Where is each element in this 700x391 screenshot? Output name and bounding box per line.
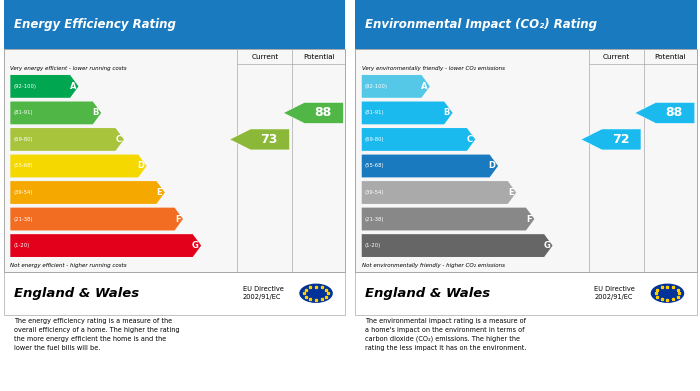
Text: (69-80): (69-80) — [365, 137, 384, 142]
Text: (21-38): (21-38) — [13, 217, 33, 222]
Bar — [4, 49, 345, 272]
Text: 72: 72 — [612, 133, 629, 146]
Polygon shape — [362, 154, 498, 178]
Text: E: E — [157, 188, 162, 197]
Text: Potential: Potential — [654, 54, 686, 61]
Text: England & Wales: England & Wales — [14, 287, 139, 300]
Polygon shape — [10, 208, 183, 230]
Polygon shape — [230, 129, 290, 150]
Text: (55-68): (55-68) — [13, 163, 33, 169]
Text: (1-20): (1-20) — [13, 243, 29, 248]
Text: (1-20): (1-20) — [365, 243, 381, 248]
Bar — [355, 0, 696, 49]
Text: England & Wales: England & Wales — [365, 287, 490, 300]
Polygon shape — [362, 208, 534, 230]
Text: B: B — [92, 108, 99, 117]
Text: Current: Current — [251, 54, 279, 61]
Bar — [4, 272, 345, 315]
Text: The environmental impact rating is a measure of
a home's impact on the environme: The environmental impact rating is a mea… — [365, 318, 526, 352]
Polygon shape — [581, 129, 641, 150]
Text: Environmental Impact (CO₂) Rating: Environmental Impact (CO₂) Rating — [365, 18, 597, 31]
Polygon shape — [362, 234, 552, 257]
Text: (39-54): (39-54) — [365, 190, 384, 195]
Text: Not energy efficient - higher running costs: Not energy efficient - higher running co… — [10, 263, 127, 268]
Text: A: A — [69, 82, 76, 91]
Text: C: C — [116, 135, 121, 144]
Bar — [355, 49, 696, 272]
Polygon shape — [284, 102, 344, 124]
Text: (92-100): (92-100) — [13, 84, 36, 89]
Text: F: F — [175, 215, 181, 224]
Bar — [4, 49, 345, 272]
Text: Very energy efficient - lower running costs: Very energy efficient - lower running co… — [10, 66, 127, 71]
Circle shape — [652, 284, 683, 302]
Text: (81-91): (81-91) — [13, 110, 33, 115]
Polygon shape — [362, 128, 475, 151]
Text: D: D — [137, 161, 144, 170]
Text: (69-80): (69-80) — [13, 137, 33, 142]
Text: F: F — [526, 215, 532, 224]
Text: (92-100): (92-100) — [365, 84, 388, 89]
Text: The energy efficiency rating is a measure of the
overall efficiency of a home. T: The energy efficiency rating is a measur… — [14, 318, 179, 351]
Text: 88: 88 — [314, 106, 332, 119]
Text: A: A — [421, 82, 428, 91]
Polygon shape — [10, 102, 102, 124]
Polygon shape — [10, 75, 78, 98]
Text: 73: 73 — [260, 133, 278, 146]
Bar — [355, 49, 696, 272]
Polygon shape — [362, 75, 430, 98]
Text: D: D — [489, 161, 496, 170]
Text: Very environmentally friendly - lower CO₂ emissions: Very environmentally friendly - lower CO… — [362, 66, 505, 71]
Text: (81-91): (81-91) — [365, 110, 384, 115]
Polygon shape — [10, 234, 201, 257]
Text: C: C — [467, 135, 473, 144]
Text: Current: Current — [603, 54, 630, 61]
Text: (39-54): (39-54) — [13, 190, 33, 195]
Text: Energy Efficiency Rating: Energy Efficiency Rating — [14, 18, 176, 31]
Text: Not environmentally friendly - higher CO₂ emissions: Not environmentally friendly - higher CO… — [362, 263, 505, 268]
Text: G: G — [192, 241, 199, 250]
Circle shape — [300, 284, 332, 302]
Polygon shape — [362, 102, 453, 124]
Polygon shape — [10, 154, 146, 178]
Text: 88: 88 — [666, 106, 683, 119]
Polygon shape — [635, 102, 695, 124]
Text: EU Directive
2002/91/EC: EU Directive 2002/91/EC — [594, 286, 635, 301]
Polygon shape — [10, 128, 124, 151]
Polygon shape — [362, 181, 516, 204]
Text: B: B — [444, 108, 450, 117]
Text: (21-38): (21-38) — [365, 217, 384, 222]
Text: (55-68): (55-68) — [365, 163, 384, 169]
Text: Potential: Potential — [303, 54, 335, 61]
Bar — [355, 272, 696, 315]
Text: G: G — [543, 241, 550, 250]
Text: EU Directive
2002/91/EC: EU Directive 2002/91/EC — [243, 286, 284, 301]
Polygon shape — [10, 181, 164, 204]
Text: E: E — [508, 188, 514, 197]
Bar — [4, 0, 345, 49]
